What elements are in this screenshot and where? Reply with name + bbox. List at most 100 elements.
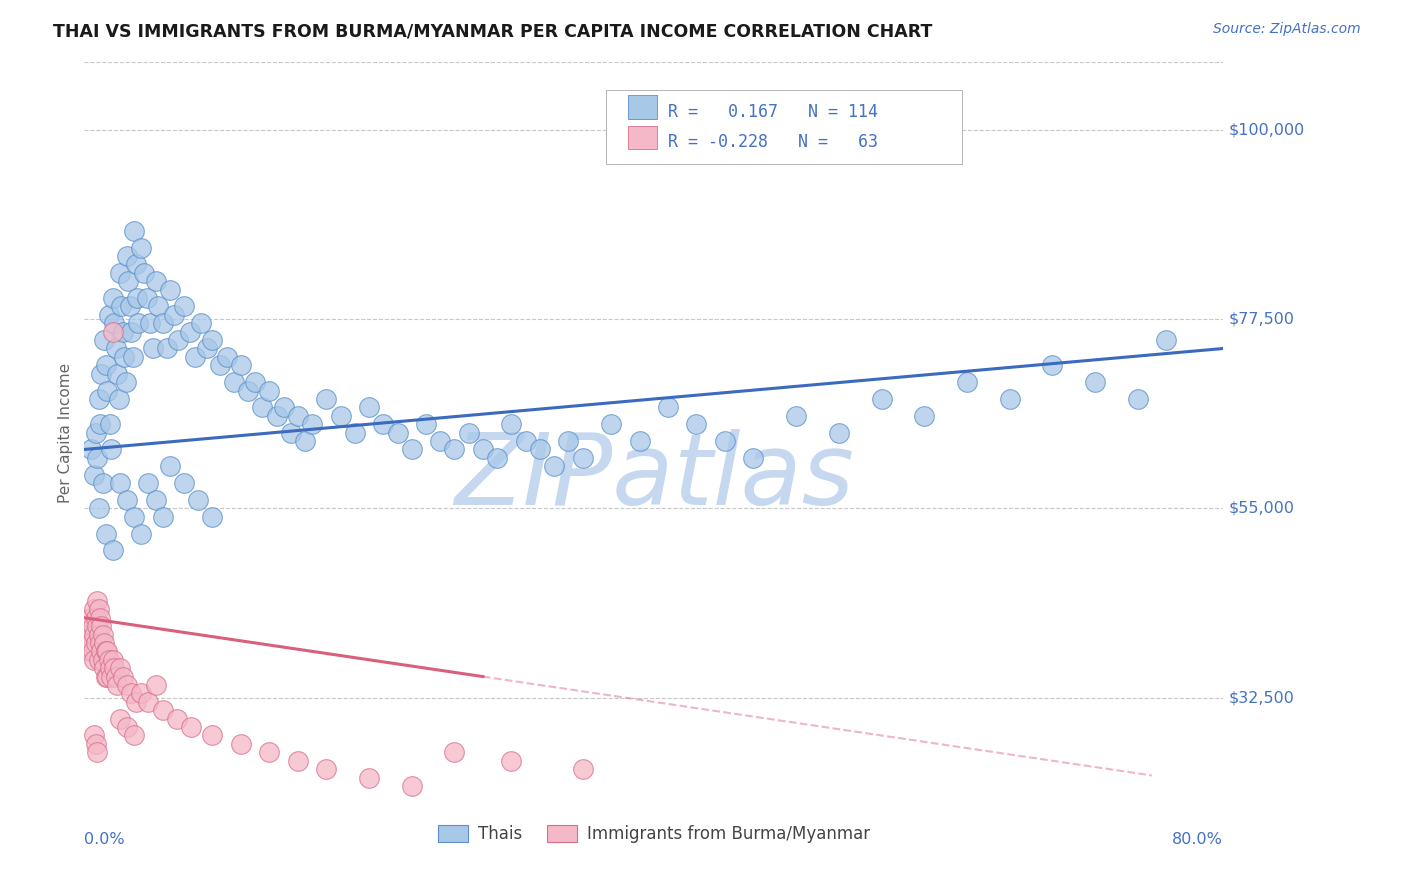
Immigrants from Burma/Myanmar — [138, 695, 160, 709]
Thais — [112, 350, 135, 364]
Thais — [870, 392, 893, 406]
Thais — [287, 409, 309, 423]
Thais — [201, 333, 224, 347]
Thais — [714, 434, 737, 448]
Thais — [190, 316, 212, 330]
Thais — [145, 492, 167, 507]
Thais — [222, 375, 245, 389]
Immigrants from Burma/Myanmar — [87, 602, 110, 616]
Text: 0.0%: 0.0% — [84, 832, 125, 847]
Thais — [501, 417, 523, 432]
Immigrants from Burma/Myanmar — [315, 762, 337, 776]
Thais — [89, 417, 111, 432]
Thais — [122, 224, 145, 238]
Thais — [301, 417, 323, 432]
Immigrants from Burma/Myanmar — [80, 610, 103, 624]
Immigrants from Burma/Myanmar — [100, 670, 122, 684]
Thais — [101, 291, 124, 305]
Immigrants from Burma/Myanmar — [82, 619, 104, 633]
Thais — [83, 467, 105, 482]
Thais — [785, 409, 807, 423]
Immigrants from Burma/Myanmar — [87, 653, 110, 667]
Immigrants from Burma/Myanmar — [82, 644, 104, 658]
Thais — [93, 333, 115, 347]
Immigrants from Burma/Myanmar — [115, 720, 138, 734]
Thais — [600, 417, 623, 432]
Text: $77,500: $77,500 — [1229, 311, 1295, 326]
Immigrants from Burma/Myanmar — [166, 712, 188, 726]
Thais — [828, 425, 851, 440]
Text: Source: ZipAtlas.com: Source: ZipAtlas.com — [1213, 22, 1361, 37]
Immigrants from Burma/Myanmar — [89, 636, 111, 650]
Immigrants from Burma/Myanmar — [201, 729, 224, 743]
Thais — [110, 300, 132, 314]
Thais — [148, 300, 170, 314]
Thais — [167, 333, 190, 347]
Thais — [529, 442, 551, 457]
Text: $55,000: $55,000 — [1229, 500, 1295, 516]
Immigrants from Burma/Myanmar — [501, 754, 523, 768]
Thais — [117, 274, 139, 288]
Thais — [118, 300, 141, 314]
Thais — [571, 450, 593, 465]
Thais — [401, 442, 423, 457]
Thais — [152, 316, 174, 330]
Thais — [252, 401, 274, 415]
Immigrants from Burma/Myanmar — [79, 644, 101, 658]
Immigrants from Burma/Myanmar — [104, 670, 127, 684]
Thais — [294, 434, 316, 448]
Immigrants from Burma/Myanmar — [111, 670, 134, 684]
Thais — [120, 325, 142, 339]
Thais — [131, 526, 153, 541]
Thais — [173, 300, 195, 314]
Immigrants from Burma/Myanmar — [259, 745, 281, 759]
Immigrants from Burma/Myanmar — [145, 678, 167, 692]
Thais — [94, 359, 117, 373]
Thais — [131, 240, 153, 255]
Thais — [187, 492, 209, 507]
Thais — [329, 409, 352, 423]
Thais — [107, 392, 129, 406]
Immigrants from Burma/Myanmar — [84, 610, 107, 624]
Thais — [1126, 392, 1149, 406]
Thais — [742, 450, 765, 465]
Immigrants from Burma/Myanmar — [90, 619, 112, 633]
Thais — [100, 442, 122, 457]
Thais — [114, 375, 136, 389]
Immigrants from Burma/Myanmar — [83, 729, 105, 743]
Thais — [315, 392, 337, 406]
Immigrants from Burma/Myanmar — [83, 627, 105, 641]
Thais — [163, 308, 186, 322]
Thais — [685, 417, 707, 432]
Text: R = -0.228   N =   63: R = -0.228 N = 63 — [668, 133, 877, 151]
Thais — [152, 509, 174, 524]
Immigrants from Burma/Myanmar — [96, 644, 118, 658]
Immigrants from Burma/Myanmar — [98, 661, 121, 675]
Immigrants from Burma/Myanmar — [401, 779, 423, 793]
Thais — [387, 425, 409, 440]
Immigrants from Burma/Myanmar — [83, 653, 105, 667]
Thais — [136, 291, 159, 305]
Thais — [94, 526, 117, 541]
Thais — [486, 450, 509, 465]
Thais — [121, 350, 143, 364]
Thais — [415, 417, 437, 432]
Thais — [142, 342, 165, 356]
Thais — [101, 543, 124, 558]
Immigrants from Burma/Myanmar — [152, 703, 174, 717]
Immigrants from Burma/Myanmar — [87, 627, 110, 641]
Thais — [229, 359, 252, 373]
Immigrants from Burma/Myanmar — [571, 762, 593, 776]
Thais — [245, 375, 267, 389]
Immigrants from Burma/Myanmar — [101, 325, 124, 339]
Thais — [103, 316, 125, 330]
Thais — [122, 509, 145, 524]
Immigrants from Burma/Myanmar — [86, 619, 108, 633]
Immigrants from Burma/Myanmar — [97, 653, 120, 667]
Thais — [472, 442, 495, 457]
Thais — [104, 342, 127, 356]
Thais — [215, 350, 238, 364]
Thais — [159, 459, 181, 474]
Thais — [956, 375, 979, 389]
Thais — [628, 434, 651, 448]
